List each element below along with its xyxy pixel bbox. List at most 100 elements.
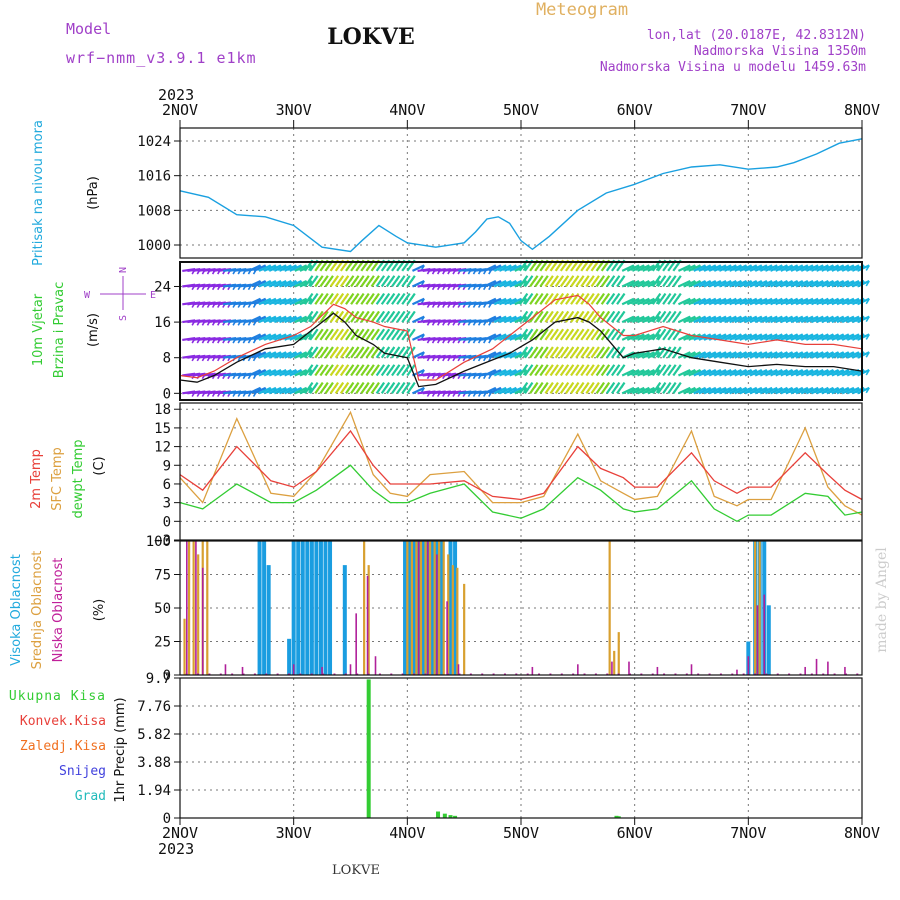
wind-barb-flag (544, 328, 549, 335)
wind-barb (831, 369, 845, 377)
wind-barb-flag (615, 364, 621, 371)
wind-barb (816, 279, 829, 288)
wind-barb (289, 351, 302, 359)
wind-barb-flag (574, 328, 580, 335)
wind-barb-flag (533, 382, 539, 389)
wind-barb (785, 386, 799, 395)
wind-barb-flag (610, 382, 615, 389)
wind-barb-flag (865, 369, 870, 376)
model-name: wrf−nmm_v3.9.1 e1km (66, 49, 257, 67)
wind-barb (693, 264, 707, 272)
wind-barb (708, 315, 722, 324)
cloud-high-bar (305, 541, 310, 675)
wind-barb (248, 351, 262, 359)
wind-barb-flag (538, 275, 544, 282)
pressure-labels: Pritisak na nivou mora (hPa) (31, 120, 101, 266)
wind-barb-flag (365, 364, 370, 371)
wind-barb (626, 386, 640, 395)
wind-barb (821, 386, 834, 395)
wind-barb (294, 351, 308, 359)
wind-barb (631, 279, 645, 288)
wind-barb (294, 315, 308, 324)
wind-barb (810, 297, 824, 306)
wind-barb-flag (308, 298, 313, 305)
wind-barb-flag (334, 346, 339, 353)
wind-barb-flag (395, 311, 401, 317)
cloud-mid-bar (463, 583, 466, 675)
cloud-high-bar (342, 565, 347, 675)
wind-barb-flag (405, 311, 411, 317)
cloud-panel: 0 25 50 75 100 (146, 534, 863, 684)
wind-barb-flag (405, 364, 411, 371)
wind-barb-flag (308, 382, 314, 389)
wind-barb (713, 315, 727, 324)
precip-panel: 0 1.94 3.88 5.82 7.76 9.7 (137, 671, 863, 827)
wind-barb (841, 333, 855, 341)
wind-barb (677, 333, 691, 341)
wind-barb (504, 369, 517, 377)
wind-barb (693, 386, 707, 395)
wind-barb-flag (522, 333, 528, 340)
wind-barb (708, 369, 722, 377)
wind-barb-flag (865, 264, 870, 271)
wind-barb (723, 279, 737, 288)
wind-barb (509, 333, 522, 341)
ytick-label: 3 (163, 496, 171, 512)
wind-barb-flag (354, 346, 360, 353)
top-tick-label: 2NOV (162, 101, 198, 119)
ytick-label: 0 (163, 668, 171, 684)
wind-barb (810, 351, 824, 359)
wind-barb-flag (308, 264, 313, 271)
cloud-mid-bar (442, 541, 445, 675)
wind-barb (744, 333, 758, 341)
wind-barb (268, 386, 282, 395)
wind-barb-flag (375, 382, 380, 389)
wind-barb (841, 351, 855, 359)
wind-barb (790, 351, 804, 359)
wind-barb-flag (590, 346, 595, 353)
wind-barb-flag (671, 293, 677, 300)
model-altitude-text: Nadmorska Visina u modelu 1459.63m (600, 60, 866, 75)
cloud-mid-bar (617, 632, 620, 675)
bottom-tick-label: 6NOV (617, 824, 653, 842)
cloud-mid-bar (428, 541, 432, 675)
cloud-labels: Visoka Oblacnost Srednja Oblacnost Niska… (9, 551, 107, 670)
wind-barb-flag (585, 346, 590, 353)
wind-barb-flag (370, 293, 375, 300)
wind-barb (493, 297, 507, 306)
wind-barb (826, 386, 840, 395)
precip-bar (614, 815, 619, 818)
wind-barb (831, 315, 845, 324)
wind-barb (294, 386, 308, 395)
wind-barb-flag (522, 369, 528, 376)
wind-barb (831, 386, 845, 395)
precip-legend-hail: Grad (75, 789, 106, 804)
wind-barb (708, 297, 722, 306)
wind-barb (770, 279, 783, 288)
wind-barb (775, 369, 788, 377)
wind-barb-flag (559, 382, 564, 389)
wind-barb-flag (380, 364, 385, 371)
cloud-low-bar (844, 666, 846, 675)
wind-barb (626, 315, 640, 324)
wind-barb (637, 369, 650, 377)
wind-barb-flag (385, 382, 390, 389)
wind-barb (677, 279, 691, 288)
wind-barb (698, 279, 712, 288)
wind-barb-flag (308, 351, 313, 358)
wind-barb-flag (365, 311, 370, 317)
wind-barb-flag (865, 298, 870, 305)
wind-barb (729, 297, 742, 306)
wind-barb-flag (370, 328, 375, 335)
wind-barb-flag (590, 328, 595, 335)
wind-barb-flag (549, 311, 554, 317)
wind-barb-flag (615, 346, 621, 353)
wind-barb (826, 333, 840, 341)
wind-barb (744, 369, 758, 377)
wind-barb (795, 315, 809, 324)
wind-barb-flag (661, 328, 667, 335)
wind-barb (795, 264, 809, 272)
wind-barb (718, 369, 732, 377)
cloud-low-bar (611, 661, 613, 675)
wind-barb-flag (579, 382, 585, 389)
